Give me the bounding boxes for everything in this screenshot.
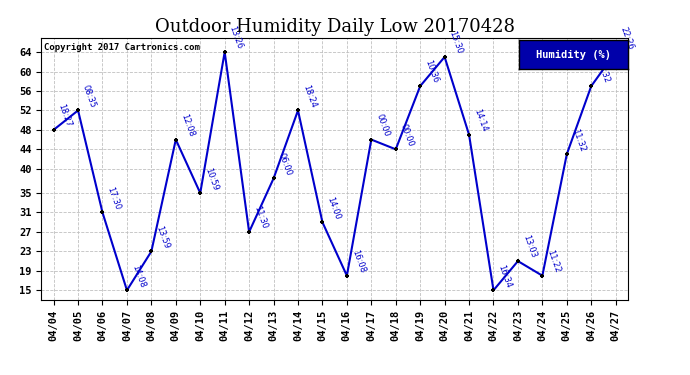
Text: 00:00: 00:00 [399,123,415,148]
Point [219,49,230,55]
Text: 17:30: 17:30 [106,185,122,211]
Point [48,127,59,133]
Text: 11:30: 11:30 [252,205,268,231]
Text: 13:59: 13:59 [155,224,171,250]
Text: Copyright 2017 Cartronics.com: Copyright 2017 Cartronics.com [44,43,200,52]
Point [293,107,304,113]
Point [170,136,181,142]
Text: 18:27: 18:27 [57,103,73,128]
Point [195,190,206,196]
Title: Outdoor Humidity Daily Low 20170428: Outdoor Humidity Daily Low 20170428 [155,18,515,36]
Text: 13:26: 13:26 [228,25,244,51]
Point [464,132,475,138]
Text: 13:03: 13:03 [521,234,538,260]
Point [610,49,621,55]
Text: 10:36: 10:36 [423,59,440,85]
Text: 16:32: 16:32 [594,59,611,85]
Point [513,258,524,264]
Text: 16:34: 16:34 [496,263,513,289]
Text: 22:26: 22:26 [619,25,635,51]
Point [561,151,572,157]
Point [586,83,597,89]
Text: 08:35: 08:35 [81,83,98,109]
Text: 14:08: 14:08 [130,263,146,289]
Text: 14:00: 14:00 [326,195,342,221]
Text: 12:08: 12:08 [179,112,195,138]
Text: 10:59: 10:59 [203,166,219,192]
Point [439,54,450,60]
Point [537,273,548,279]
Text: 06:00: 06:00 [277,152,293,177]
Text: 11:32: 11:32 [570,127,586,153]
Text: 14:14: 14:14 [472,108,489,133]
Point [391,146,402,152]
Text: 18:24: 18:24 [301,84,317,109]
Point [72,107,83,113]
Point [488,287,499,293]
Text: 11:22: 11:22 [545,249,562,274]
Text: 16:08: 16:08 [350,249,366,274]
Text: 15:30: 15:30 [448,30,464,56]
Point [366,136,377,142]
Point [342,273,353,279]
Text: 00:00: 00:00 [374,113,391,138]
Point [121,287,132,293]
Point [415,83,426,89]
Point [97,210,108,216]
Point [244,229,255,235]
Point [268,176,279,181]
Point [146,248,157,254]
Point [317,219,328,225]
